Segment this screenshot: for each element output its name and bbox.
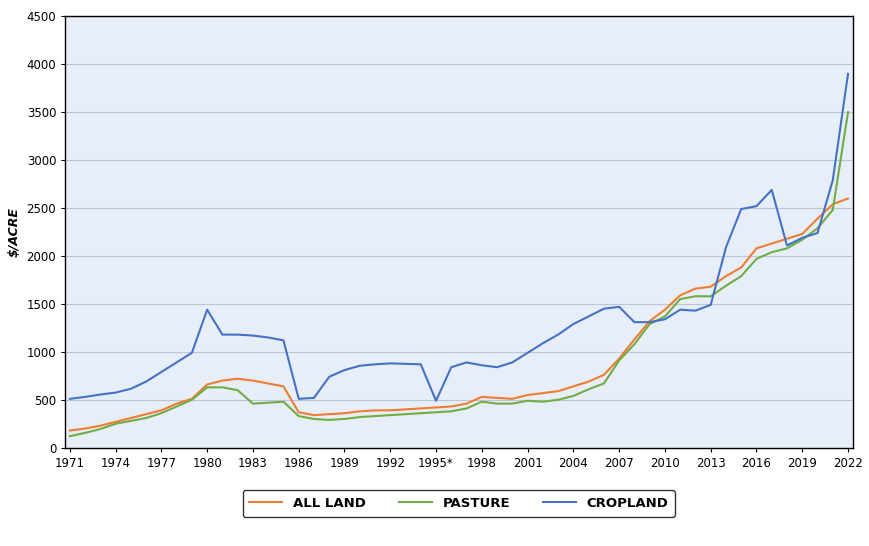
CROPLAND [446, 364, 456, 371]
PASTURE [430, 409, 441, 416]
ALL LAND [64, 427, 75, 434]
CROPLAND [796, 235, 806, 241]
PASTURE [781, 245, 792, 252]
Legend: ALL LAND, PASTURE, CROPLAND: ALL LAND, PASTURE, CROPLAND [242, 490, 674, 517]
Y-axis label: $/ACRE: $/ACRE [8, 207, 21, 257]
PASTURE [842, 109, 852, 116]
PASTURE [64, 433, 75, 440]
PASTURE [125, 418, 136, 424]
CROPLAND [553, 331, 563, 338]
PASTURE [567, 393, 578, 399]
ALL LAND [430, 404, 441, 411]
CROPLAND [430, 397, 441, 404]
Line: ALL LAND: ALL LAND [70, 199, 847, 430]
CROPLAND [125, 385, 136, 392]
ALL LAND [125, 415, 136, 422]
Line: PASTURE: PASTURE [70, 112, 847, 436]
ALL LAND [567, 383, 578, 390]
ALL LAND [339, 410, 349, 417]
PASTURE [339, 416, 349, 422]
CROPLAND [583, 313, 594, 319]
Line: CROPLAND: CROPLAND [70, 74, 847, 401]
PASTURE [537, 399, 547, 405]
ALL LAND [537, 390, 547, 396]
CROPLAND [842, 70, 852, 77]
ALL LAND [842, 195, 852, 202]
CROPLAND [64, 395, 75, 402]
CROPLAND [339, 367, 349, 373]
ALL LAND [781, 235, 792, 242]
